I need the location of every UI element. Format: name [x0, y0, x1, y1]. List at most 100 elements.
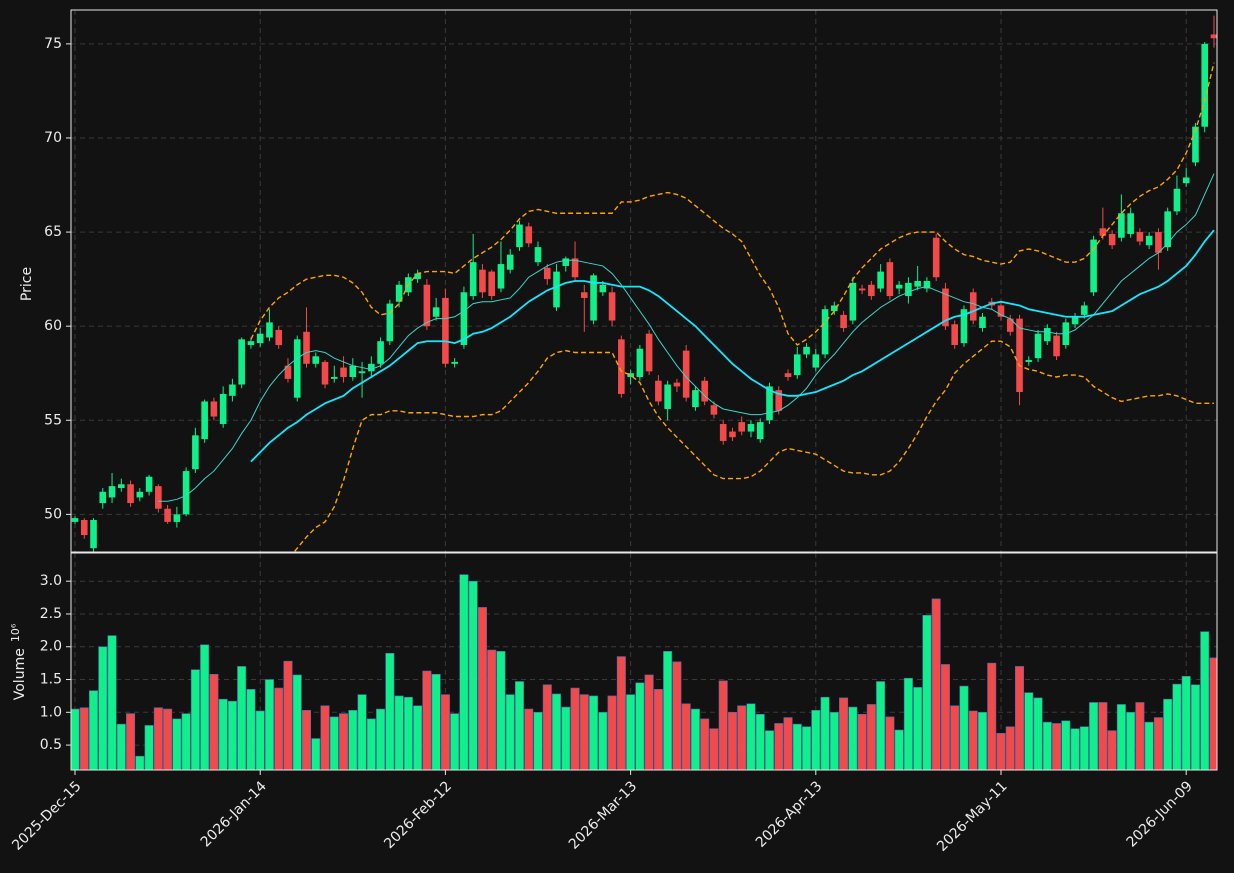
volume-bar [394, 695, 404, 770]
candle-body [525, 226, 533, 244]
volume-tick-label: 3.0 [40, 573, 62, 589]
y-tick-label: 60 [44, 318, 62, 334]
candle-body [201, 401, 208, 440]
candle-body [692, 390, 699, 408]
candle-body [173, 514, 181, 522]
volume-bar [376, 708, 386, 770]
candle-body [673, 382, 681, 387]
volume-bar [774, 723, 784, 770]
volume-bar [1153, 717, 1163, 770]
candle-body [1182, 177, 1190, 184]
volume-bar [940, 664, 950, 770]
volume-bar [913, 687, 923, 770]
candle-body [895, 284, 903, 289]
y-tick-label: 75 [44, 36, 62, 52]
candle-body [247, 341, 255, 345]
candle-body [905, 282, 912, 297]
candle-body [423, 284, 431, 327]
overlay-line [158, 173, 1215, 502]
volume-bar [496, 651, 506, 770]
candle-body [1155, 232, 1162, 253]
volume-bar [589, 695, 599, 770]
volume-bar [570, 687, 580, 770]
volume-bar [292, 674, 302, 770]
y-tick-label: 55 [44, 412, 62, 428]
volume-bar [607, 695, 617, 770]
volume-bar [764, 730, 774, 770]
candle-body [821, 309, 829, 355]
volume-bar [98, 646, 108, 770]
candle-body [1044, 328, 1051, 342]
candle-body [655, 380, 662, 402]
volume-bar [320, 705, 330, 770]
candle-body [831, 305, 838, 312]
candle-body [803, 346, 810, 355]
volume-bar [1190, 684, 1200, 770]
candle-body [969, 292, 977, 321]
candle-body [627, 373, 634, 377]
candle-body [488, 271, 495, 297]
volume-bar [153, 707, 163, 770]
candle-body [1006, 318, 1014, 332]
candle-body [182, 471, 190, 515]
volume-bar [635, 682, 645, 770]
candle-body [99, 491, 107, 504]
volume-bar [283, 660, 293, 770]
candle-body [284, 365, 292, 379]
volume-bar [200, 644, 210, 770]
volume-bar [172, 718, 182, 770]
volume-bar [1033, 697, 1043, 770]
candle-body [979, 316, 986, 329]
volume-bar [255, 710, 265, 770]
candle-body [840, 314, 847, 329]
candle-body [664, 384, 671, 409]
candle-body [229, 384, 236, 396]
volume-tick-label: 1.5 [40, 672, 62, 688]
volume-bar [181, 713, 191, 770]
volume-bar [968, 710, 978, 770]
volume-bar [663, 651, 673, 770]
candle-body [710, 405, 718, 415]
candle-body [1081, 305, 1088, 315]
volume-bar [727, 712, 737, 770]
candle-body [923, 281, 931, 289]
volume-bar [579, 694, 589, 770]
volume-bar [514, 681, 524, 770]
candle-body [784, 373, 792, 377]
volume-bar [681, 703, 691, 770]
overlay-line [250, 229, 1215, 463]
candle-body [497, 264, 505, 289]
candle-body [608, 292, 616, 321]
volume-bar [1135, 702, 1145, 770]
volume-bar [626, 694, 636, 770]
candle-body [562, 258, 570, 266]
candle-body [108, 486, 116, 498]
volume-bar [783, 717, 793, 770]
candle-body [80, 520, 88, 536]
candle-body [599, 284, 607, 293]
volume-bar [1024, 692, 1034, 770]
volume-bar [561, 706, 571, 770]
volume-bar [71, 708, 80, 770]
volume-bar [950, 705, 960, 770]
volume-bar [931, 598, 941, 770]
candle-body [729, 431, 736, 438]
candle-body [219, 393, 227, 425]
volume-bar [301, 710, 311, 770]
y-tick-label: 50 [44, 506, 62, 522]
candle-body [275, 329, 283, 345]
volume-bar [440, 694, 450, 770]
volume-panel [71, 574, 1217, 770]
overlay-line [293, 340, 1214, 552]
volume-bar [385, 653, 395, 770]
candle-body [340, 367, 347, 377]
volume-bar [857, 713, 867, 770]
volume-bar [1172, 683, 1182, 770]
volume-bar [1107, 730, 1117, 770]
candle-body [1034, 333, 1042, 359]
candle-body [747, 424, 755, 432]
volume-bar [1200, 631, 1210, 770]
volume-bar [1126, 712, 1136, 770]
volume-label: Volume [12, 648, 28, 700]
candle-body [858, 288, 866, 291]
